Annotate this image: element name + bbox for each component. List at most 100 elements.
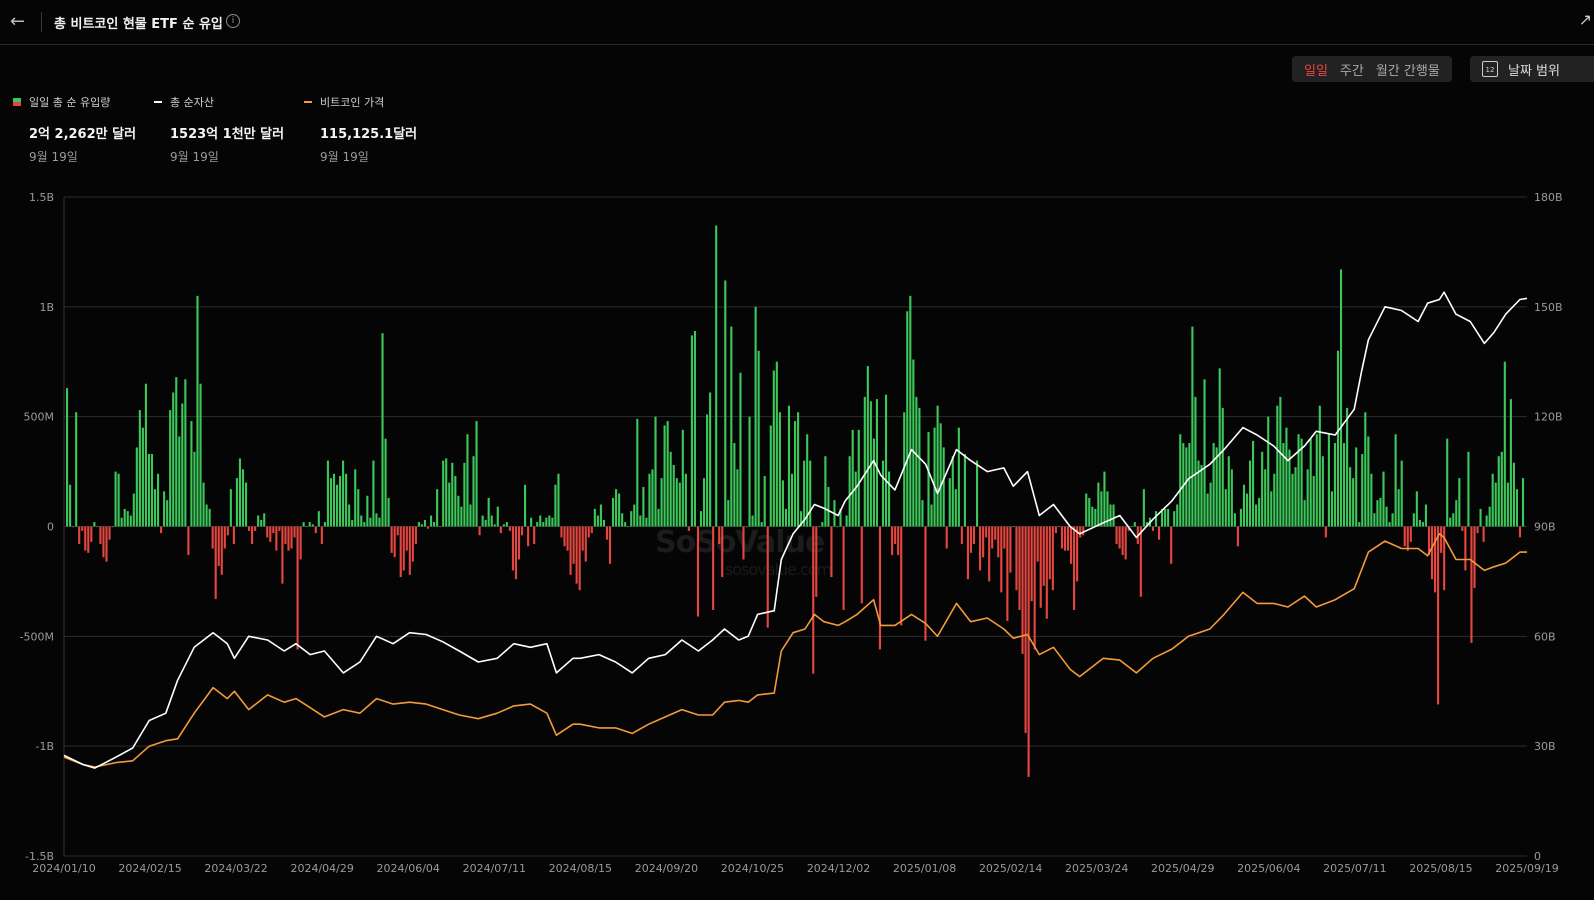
flow-bar (251, 526, 254, 545)
flow-bar (1264, 469, 1267, 527)
flow-bar (1194, 396, 1197, 527)
flow-bar (272, 526, 275, 534)
x-tick-label: 2024/01/10 (32, 862, 95, 875)
flow-bar (1279, 396, 1282, 527)
flow-bar (311, 524, 314, 527)
flow-bar (1437, 526, 1440, 705)
flow-bar (1176, 504, 1179, 527)
flow-bar (284, 526, 287, 545)
flow-bar (687, 526, 690, 531)
flow-bar (175, 377, 178, 527)
flow-bar (778, 412, 781, 527)
flow-bar (1273, 473, 1276, 527)
flow-bar (305, 526, 308, 528)
flow-bar (605, 526, 609, 540)
x-tick-label: 2024/10/25 (721, 862, 784, 875)
flow-bar (727, 500, 730, 527)
flow-bar (1361, 454, 1364, 527)
flow-bar (560, 526, 563, 538)
flow-bar (214, 526, 217, 599)
flow-bar (1403, 526, 1406, 547)
flow-bar (75, 412, 78, 527)
flow-bar (1094, 508, 1097, 527)
flow-bar (972, 526, 976, 545)
flow-bar (320, 526, 323, 545)
flow-bar (208, 508, 211, 527)
flow-bar (257, 515, 260, 527)
flow-bar (217, 526, 220, 567)
flow-bar (1467, 451, 1470, 527)
flow-bar (1315, 434, 1318, 527)
btc-price-line (63, 532, 1527, 768)
flow-bar (1379, 497, 1382, 527)
flow-bar (812, 526, 815, 674)
date-range-button[interactable]: 12 날짜 범위 (1470, 56, 1594, 82)
period-daily-button[interactable]: 일일 (1304, 63, 1328, 79)
flow-bar (924, 526, 927, 641)
flow-bar (478, 526, 481, 536)
flow-bar (436, 489, 439, 527)
flow-bar (1042, 526, 1045, 586)
flow-bar (417, 522, 420, 527)
x-tick-label: 2025/04/29 (1151, 862, 1214, 875)
x-tick-label: 2024/02/15 (118, 862, 181, 875)
inflow-swatch (13, 98, 21, 106)
x-tick-label: 2025/06/04 (1237, 862, 1300, 875)
flow-bar (575, 526, 578, 584)
flow-bar (342, 460, 345, 527)
flow-bar (1267, 416, 1270, 527)
flow-bar (278, 526, 281, 531)
flow-bar (1261, 451, 1264, 527)
flow-bar (730, 326, 733, 527)
axes: 1.5B 180B 1B 150B 500M 120B 0 90B -500M 60B -1B 30B… (20, 191, 1563, 875)
flow-bar (163, 491, 166, 527)
flow-bar (487, 497, 490, 527)
flow-bar (1327, 434, 1330, 527)
period-monthly-button[interactable]: 월간 간행물 (1375, 63, 1440, 79)
flow-bar (760, 522, 763, 527)
flow-bar (909, 295, 912, 527)
flow-bar (463, 462, 466, 527)
x-tick-label: 2024/12/02 (807, 862, 870, 875)
flow-bar (930, 504, 933, 527)
flow-bar (153, 489, 157, 527)
flow-bar (117, 473, 120, 527)
flow-bar (994, 526, 997, 540)
flow-bar (1154, 511, 1158, 527)
flow-bar (263, 513, 266, 527)
flow-bar (248, 526, 251, 531)
arrow-left-icon[interactable]: ← (10, 11, 26, 32)
flow-bar (939, 423, 942, 527)
flow-bar (345, 473, 348, 527)
flow-bar (426, 526, 430, 529)
flow-bar (381, 333, 384, 527)
flow-bar (90, 526, 93, 542)
flow-bar (508, 526, 511, 531)
flow-bar (235, 478, 238, 527)
flow-bar (317, 511, 320, 527)
period-weekly-button[interactable]: 주간 (1339, 63, 1364, 79)
flow-bar (1091, 506, 1094, 527)
flow-bar (81, 526, 84, 531)
flow-bar (1197, 460, 1200, 527)
flow-bar (754, 306, 757, 527)
flow-bar (1382, 471, 1385, 527)
flow-bar (223, 526, 226, 549)
flow-bar (608, 526, 612, 564)
flow-bar (1097, 482, 1100, 527)
flow-bar (1221, 407, 1224, 527)
flow-bar (338, 475, 342, 527)
flow-bar (554, 484, 557, 527)
flow-bar (942, 447, 945, 527)
flow-bar (793, 421, 797, 527)
header-bar: ← 총 비트코인 현물 ETF 순 유입 i ↗ (0, 0, 1594, 45)
flow-bar (815, 526, 818, 597)
info-icon[interactable]: i (226, 14, 240, 28)
flow-bar (348, 504, 351, 527)
legend-assets-date: 9월 19일 (170, 150, 219, 164)
flow-bar (138, 410, 141, 527)
flow-bar (1330, 491, 1333, 527)
corner-icon[interactable]: ↗ (1578, 10, 1592, 29)
flow-bar (1288, 449, 1291, 527)
